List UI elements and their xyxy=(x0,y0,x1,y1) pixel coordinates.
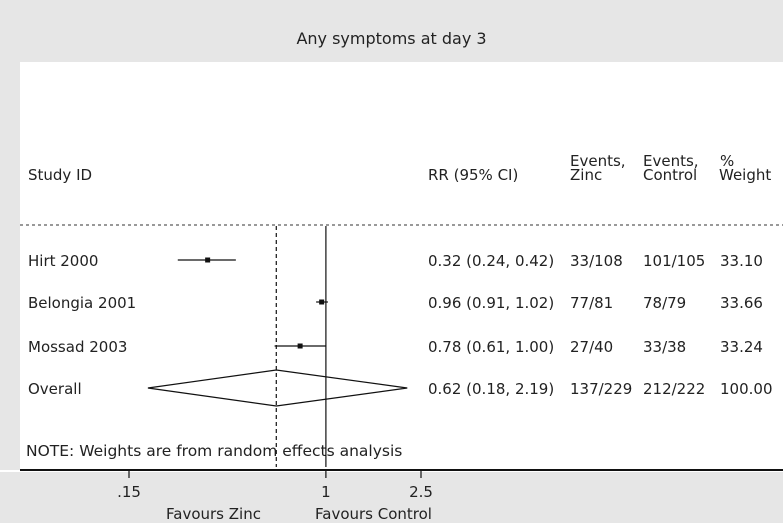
study-events-control: 33/38 xyxy=(643,338,686,356)
study-weight: 33.10 xyxy=(720,252,763,270)
study-weight: 33.24 xyxy=(720,338,763,356)
header-events-zinc-1: Events, xyxy=(570,152,626,170)
study-events-control: 101/105 xyxy=(643,252,705,270)
note: NOTE: Weights are from random effects an… xyxy=(26,442,403,460)
x-tick-label: 1 xyxy=(321,483,331,501)
overall-name: Overall xyxy=(28,380,82,398)
chart-title: Any symptoms at day 3 xyxy=(296,29,487,48)
study-weight: 33.66 xyxy=(720,294,763,312)
header-events-control-2: Control xyxy=(643,166,698,184)
overall-weight: 100.00 xyxy=(720,380,773,398)
title-band xyxy=(0,0,783,62)
bottom-band xyxy=(0,472,783,523)
study-events-control: 78/79 xyxy=(643,294,686,312)
overall-rr-ci: 0.62 (0.18, 2.19) xyxy=(428,380,554,398)
overall-events-zinc: 137/229 xyxy=(570,380,632,398)
overall-diamond xyxy=(147,369,408,407)
header-weight-2: Weight xyxy=(719,166,772,184)
study-point xyxy=(319,299,325,305)
header-events-control-1: Events, xyxy=(643,152,699,170)
favours-control: Favours Control xyxy=(315,505,432,523)
study-point xyxy=(205,257,211,263)
study-name: Belongia 2001 xyxy=(28,294,136,312)
study-events-zinc: 77/81 xyxy=(570,294,613,312)
overall-events-control: 212/222 xyxy=(643,380,705,398)
header-weight-1: % xyxy=(720,152,735,170)
header-rr: RR (95% CI) xyxy=(428,166,519,184)
study-name: Hirt 2000 xyxy=(28,252,98,270)
study-name: Mossad 2003 xyxy=(28,338,127,356)
study-point xyxy=(297,343,303,349)
x-tick-label: 2.5 xyxy=(409,483,433,501)
header-events-zinc-2: Zinc xyxy=(570,166,603,184)
study-events-zinc: 27/40 xyxy=(570,338,613,356)
left-band xyxy=(0,62,20,470)
header-study-id: Study ID xyxy=(28,166,93,184)
study-rr-ci: 0.78 (0.61, 1.00) xyxy=(428,338,554,356)
study-events-zinc: 33/108 xyxy=(570,252,623,270)
favours-zinc: Favours Zinc xyxy=(166,505,261,523)
x-tick-label: .15 xyxy=(117,483,141,501)
study-rr-ci: 0.32 (0.24, 0.42) xyxy=(428,252,554,270)
study-rr-ci: 0.96 (0.91, 1.02) xyxy=(428,294,554,312)
